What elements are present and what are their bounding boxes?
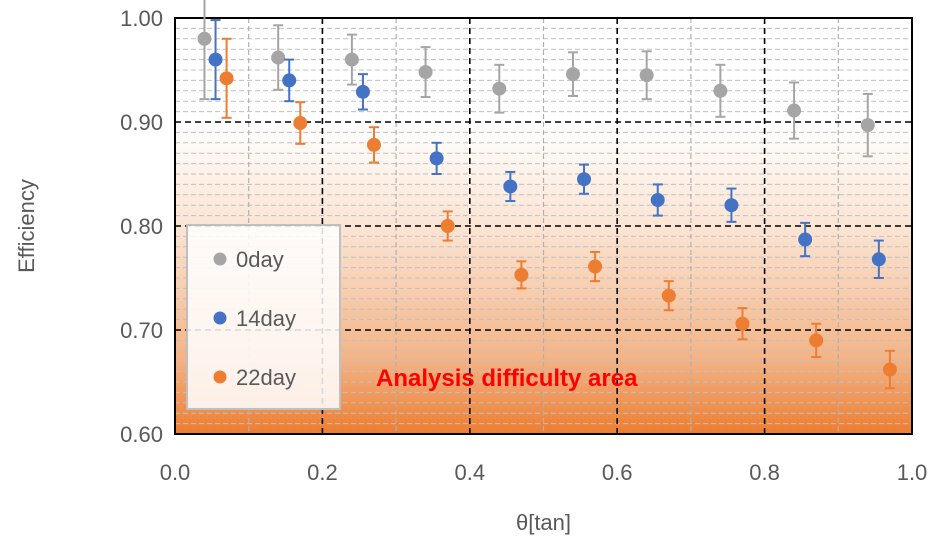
data-point (271, 50, 286, 65)
data-points (197, 0, 897, 390)
legend-label-0day: 0day (236, 247, 284, 272)
data-point (650, 193, 665, 207)
y-axis-title: Efficiency (14, 179, 39, 273)
legend-marker-0day (213, 252, 227, 266)
series-14day (208, 19, 886, 279)
data-point (588, 259, 603, 274)
data-point (639, 68, 654, 83)
data-point (871, 252, 886, 267)
data-point (344, 52, 359, 67)
x-tick-label: 0.0 (160, 460, 191, 485)
data-point (661, 288, 676, 303)
data-point (882, 362, 897, 377)
x-tick-label: 0.2 (307, 460, 338, 485)
data-point (798, 232, 813, 247)
legend-label-22day: 22day (236, 365, 296, 390)
x-tick-label: 1.0 (897, 460, 928, 485)
data-point (724, 198, 739, 213)
x-tick-label: 0.4 (455, 460, 486, 485)
data-point (355, 84, 370, 99)
data-point (809, 333, 824, 348)
data-point (418, 65, 433, 80)
data-point (713, 83, 728, 98)
legend-marker-14day (213, 311, 227, 325)
data-point (492, 81, 507, 96)
x-tick-label: 0.8 (749, 460, 780, 485)
data-point (282, 73, 297, 88)
y-tick-label: 0.70 (120, 318, 163, 343)
data-point (787, 103, 802, 118)
data-point (440, 219, 455, 233)
data-point (208, 52, 223, 67)
difficulty-area-annotation: Analysis difficulty area (376, 365, 638, 392)
data-point (366, 137, 381, 152)
series-0day (197, 0, 875, 158)
data-point (503, 179, 518, 194)
y-tick-label: 0.90 (120, 110, 163, 135)
data-point (514, 267, 529, 282)
legend-box (186, 224, 341, 410)
data-point (219, 71, 234, 86)
data-point (565, 67, 580, 82)
data-point (735, 316, 750, 331)
y-tick-label: 0.60 (120, 422, 163, 447)
legend-marker-22day (213, 370, 227, 384)
data-point (197, 31, 212, 46)
x-tick-label: 0.6 (602, 460, 633, 485)
x-axis-title: θ[tan] (516, 510, 571, 535)
legend-label-14day: 14day (236, 306, 296, 331)
series-22day (219, 37, 897, 390)
data-point (293, 116, 308, 131)
legend: 0day 14day 22day (186, 224, 341, 410)
y-tick-label: 0.80 (120, 214, 163, 239)
y-tick-label: 1.00 (120, 6, 163, 31)
y-tick-labels: 0.60 0.70 0.80 0.90 1.00 (120, 6, 163, 447)
plot-frame (174, 17, 913, 435)
data-point (429, 151, 444, 166)
data-point (577, 172, 592, 187)
x-tick-labels: 0.0 0.2 0.4 0.6 0.8 1.0 (160, 460, 928, 485)
data-point (860, 118, 875, 133)
